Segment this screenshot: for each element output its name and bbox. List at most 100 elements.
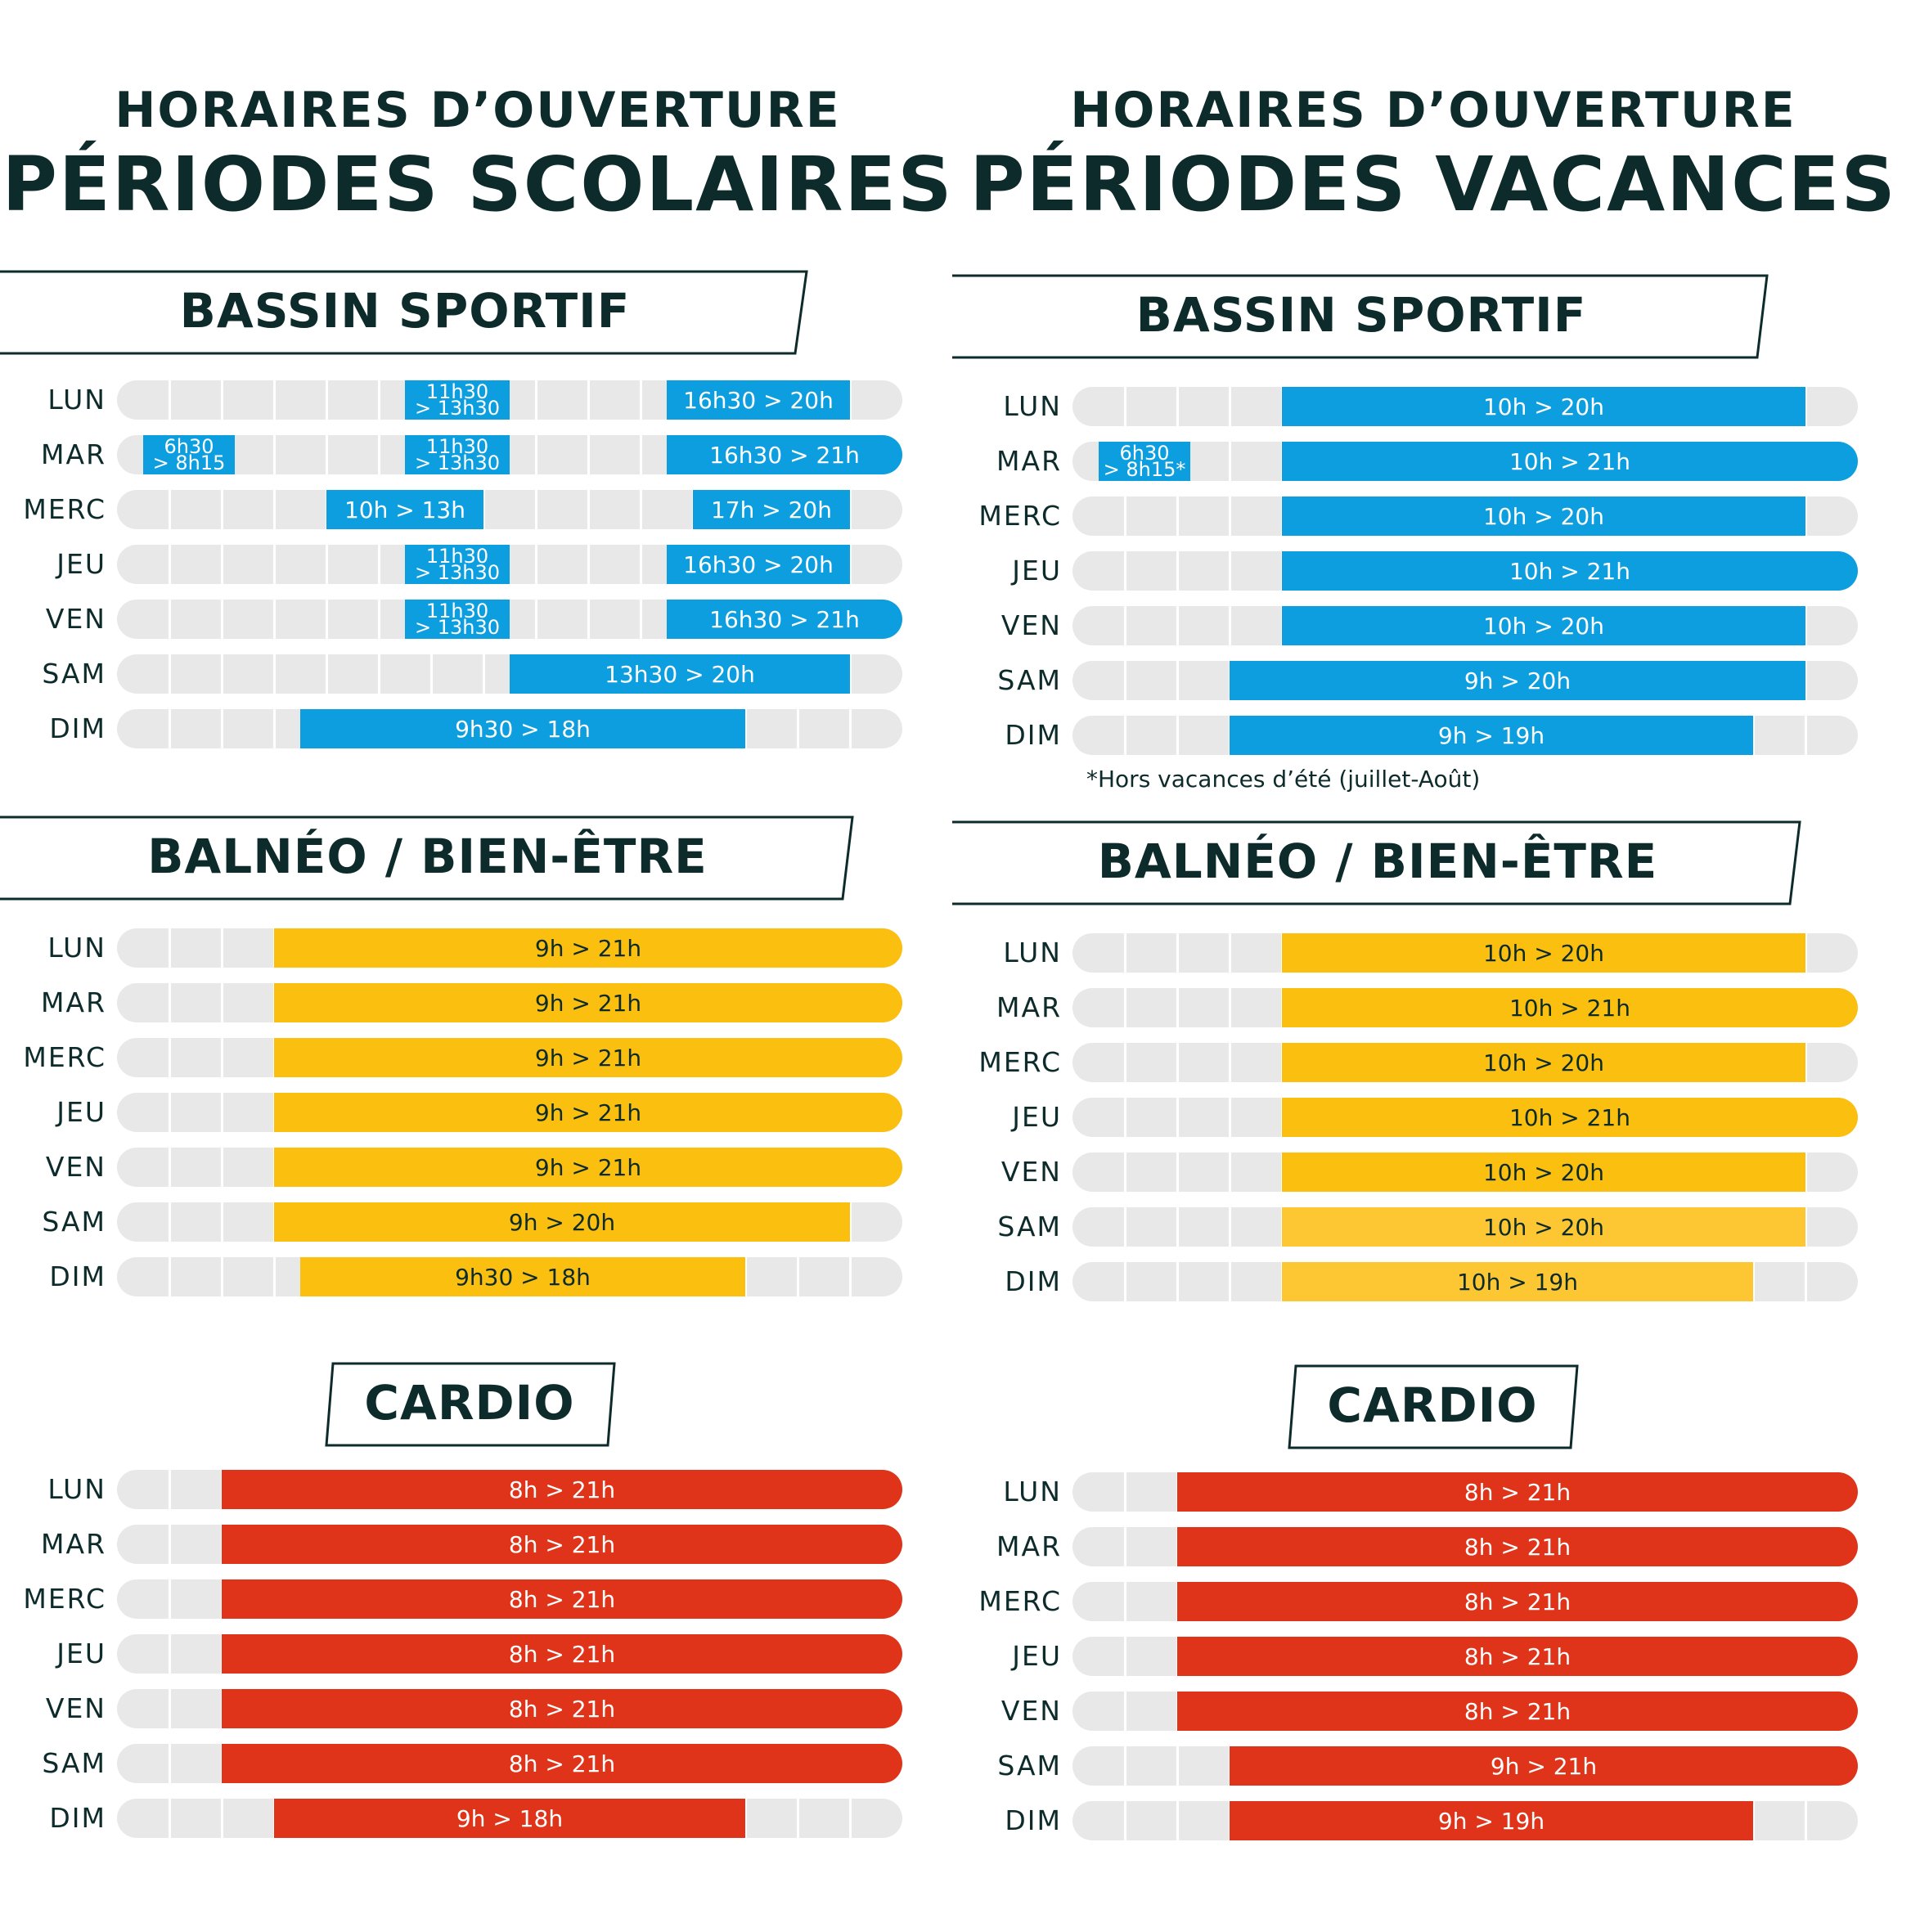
column-title-line1: HORAIRES D’OUVERTURE	[1070, 82, 1796, 139]
hour-divider	[377, 654, 380, 694]
schedule-row-lun: LUN 10h > 20h	[956, 387, 1911, 426]
timeline-track: 9h > 21h	[117, 1093, 902, 1132]
day-label: SAM	[42, 1747, 106, 1779]
hour-divider	[168, 1470, 171, 1509]
section-header-frame	[325, 1362, 616, 1447]
timeline-track: 9h > 20h	[1072, 661, 1858, 700]
opening-hours-bar: 9h > 19h	[1230, 1801, 1753, 1840]
hour-divider	[220, 983, 223, 1022]
day-label: LUN	[47, 1473, 106, 1505]
day-label: MAR	[996, 991, 1062, 1023]
hour-divider	[1228, 1262, 1231, 1301]
hour-divider	[168, 1148, 171, 1187]
bar-label: 10h > 21h	[1509, 447, 1630, 475]
hour-divider	[1123, 1207, 1126, 1247]
hour-divider	[744, 1257, 747, 1296]
day-label: DIM	[49, 712, 106, 744]
schedule-row-merc: MERC 10h > 20h	[956, 1043, 1911, 1082]
hour-divider	[272, 1257, 276, 1296]
bar-label: 10h > 20h	[1482, 939, 1604, 967]
hour-divider	[848, 654, 852, 694]
hour-divider	[1123, 1746, 1126, 1786]
day-label: JEU	[1012, 1640, 1062, 1672]
timeline-track: 9h > 21h	[117, 1148, 902, 1187]
opening-hours-bar: 10h > 20h	[1282, 1207, 1805, 1247]
section-title: BALNÉO / BIEN-ÊTRE	[147, 829, 708, 884]
timeline-track: 6h30 > 8h15 11h30 > 13h30 16h30 > 21h	[117, 435, 902, 474]
schedule-row-jeu: JEU 10h > 21h	[956, 551, 1911, 591]
schedule-row-mar: MAR 10h > 21h	[956, 988, 1911, 1027]
timeline-track: 10h > 20h	[1072, 606, 1858, 645]
hour-divider	[1123, 661, 1126, 700]
hour-divider	[534, 435, 537, 474]
bar-label: 8h > 21h	[508, 1640, 616, 1668]
hour-divider	[1804, 1801, 1807, 1840]
day-label: VEN	[45, 1692, 106, 1724]
hour-divider	[1123, 1472, 1126, 1512]
bar-label: 8h > 21h	[508, 1695, 616, 1723]
opening-hours-bar: 8h > 21h	[1177, 1637, 1858, 1676]
section-title: BALNÉO / BIEN-ÊTRE	[1097, 833, 1658, 889]
day-label: VEN	[45, 1151, 106, 1183]
bar-label-end: > 13h30	[414, 397, 501, 420]
hour-divider	[168, 654, 171, 694]
schedule-row-sam: SAM 13h30 > 20h	[0, 654, 956, 694]
opening-hours-bar: 11h30 > 13h30	[405, 600, 510, 639]
hour-divider	[1228, 1152, 1231, 1192]
timeline-track: 13h30 > 20h	[117, 654, 902, 694]
timeline-track: 9h > 20h	[117, 1202, 902, 1242]
hour-divider	[1804, 496, 1807, 536]
timeline-track: 8h > 21h	[117, 1525, 902, 1564]
opening-hours-bar: 9h > 18h	[274, 1799, 745, 1838]
bar-label-start: 11h30	[425, 545, 489, 568]
opening-hours-bar: 16h30 > 20h	[667, 545, 850, 584]
hour-divider	[1228, 496, 1231, 536]
day-label: JEU	[56, 1638, 106, 1669]
hour-divider	[534, 600, 537, 639]
opening-hours-bar: 8h > 21h	[222, 1634, 902, 1674]
section-title: CARDIO	[364, 1375, 575, 1431]
day-label: MERC	[23, 1583, 106, 1615]
bar-label-end: > 8h15*	[1103, 458, 1186, 481]
timeline-track: 8h > 21h	[1072, 1472, 1858, 1512]
bar-label: 8h > 21h	[508, 1585, 616, 1613]
hour-divider	[848, 490, 852, 529]
opening-hours-bar: 8h > 21h	[222, 1470, 902, 1509]
hour-divider	[1804, 606, 1807, 645]
schedule-row-mar: MAR 8h > 21h	[956, 1527, 1911, 1566]
timeline-track: 10h > 20h	[1072, 496, 1858, 536]
timeline-track: 9h > 21h	[1072, 1746, 1858, 1786]
opening-hours-bar: 13h30 > 20h	[510, 654, 850, 694]
schedule-row-dim: DIM 9h > 19h	[956, 716, 1911, 755]
day-label: VEN	[45, 603, 106, 635]
hour-divider	[1123, 496, 1126, 536]
schedule-row-ven: VEN 8h > 21h	[0, 1689, 956, 1728]
opening-hours-bar: 10h > 20h	[1282, 496, 1805, 536]
hour-divider	[168, 600, 171, 639]
day-label: SAM	[42, 1206, 106, 1238]
hour-divider	[639, 490, 642, 529]
hour-divider	[1123, 1637, 1126, 1676]
timeline-track: 8h > 21h	[1072, 1582, 1858, 1621]
hour-divider	[1228, 606, 1231, 645]
schedule-row-mar: MAR 9h > 21h	[0, 983, 956, 1022]
day-label: JEU	[1012, 555, 1062, 586]
day-label: JEU	[1012, 1101, 1062, 1133]
opening-hours-bar: 10h > 21h	[1282, 442, 1858, 481]
bar-label: 9h > 19h	[1437, 721, 1545, 749]
column-periodes-scolaires: HORAIRES D’OUVERTURE PÉRIODES SCOLAIRES …	[0, 82, 956, 1838]
hour-divider	[587, 490, 590, 529]
opening-hours-bar: 9h > 21h	[274, 1148, 902, 1187]
opening-hours-bar: 8h > 21h	[222, 1689, 902, 1728]
hour-divider	[744, 1799, 747, 1838]
opening-hours-bar: 10h > 13h	[326, 490, 483, 529]
hour-divider	[220, 928, 223, 968]
hour-divider	[168, 1799, 171, 1838]
section-header-balneo: BALNÉO / BIEN-ÊTRE	[952, 820, 1803, 905]
day-label: SAM	[997, 1750, 1062, 1781]
day-label: SAM	[42, 658, 106, 690]
hour-divider	[1804, 1207, 1807, 1247]
hour-divider	[1123, 1098, 1126, 1137]
hour-divider	[534, 490, 537, 529]
day-label: MAR	[996, 1530, 1062, 1562]
